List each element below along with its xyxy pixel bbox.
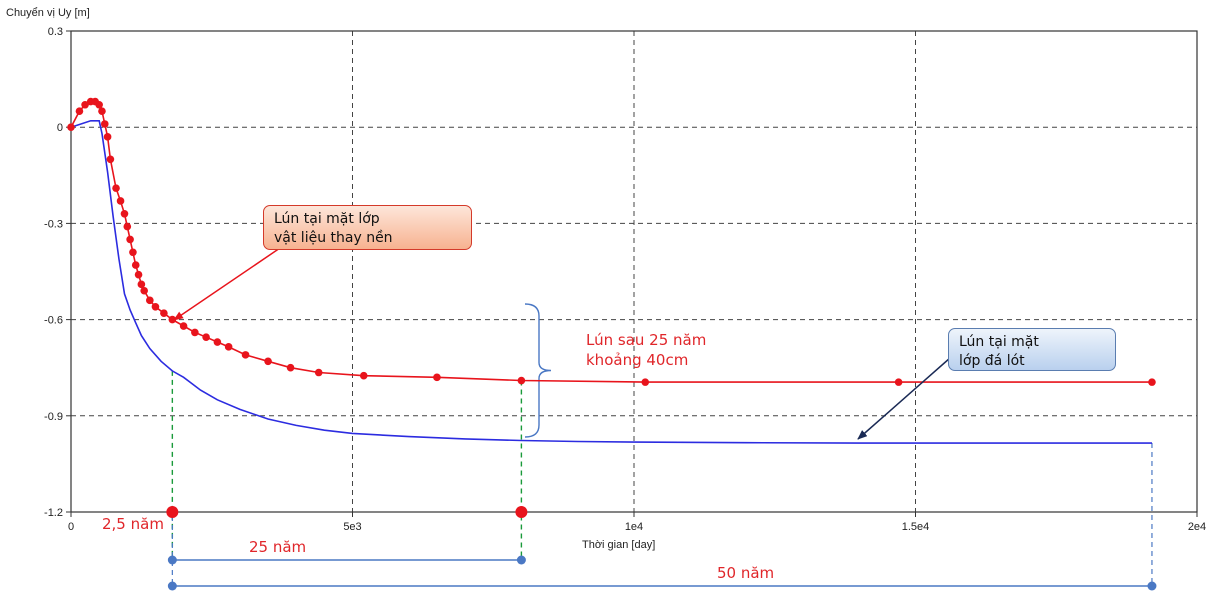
data-point: [98, 107, 106, 115]
data-point: [224, 343, 233, 351]
callout-blue-label: Lún tại mặt lớp đá lót: [948, 328, 1116, 371]
data-point: [126, 235, 134, 244]
data-point: [116, 197, 125, 205]
x-axis-ticks: 0 5e3 1e4 1.5e4 2e4: [68, 512, 1206, 533]
x-axis-label: Thời gian [day]: [582, 539, 655, 551]
data-point: [67, 123, 75, 131]
dimension-endpoint: [1147, 581, 1157, 591]
x-tick-label: 2e4: [1188, 521, 1206, 533]
data-point: [359, 371, 368, 380]
callout-red-label: Lún tại mặt lớp vật liệu thay nền: [263, 205, 472, 250]
y-tick-label: 0: [57, 122, 63, 134]
y-tick-label: 0.3: [48, 26, 63, 38]
data-point: [191, 328, 199, 337]
data-point: [140, 286, 148, 295]
x-tick-label: 0: [68, 521, 74, 533]
data-point: [286, 363, 295, 372]
data-point: [103, 133, 112, 141]
callout-red-arrow: [173, 247, 281, 321]
data-point: [241, 351, 250, 359]
data-point: [1148, 378, 1156, 386]
data-point: [131, 261, 140, 269]
data-point: [202, 333, 210, 342]
axis-marker-2-5-years: [166, 506, 179, 518]
data-point: [75, 107, 84, 115]
data-point: [112, 184, 120, 192]
series-lines: [70, 100, 1152, 444]
y-axis-label: Chuyển vị Uy [m]: [6, 7, 90, 19]
data-point: [137, 280, 146, 289]
y-axis-ticks: 0.3 0 -0.3 -0.6 -0.9 -1.2: [44, 26, 71, 519]
y-tick-label: -0.6: [44, 315, 63, 327]
data-point: [160, 309, 168, 317]
x-tick-label: 5e3: [343, 521, 361, 533]
data-point: [433, 373, 441, 382]
data-point: [264, 357, 272, 366]
y-tick-label: -0.3: [44, 218, 63, 230]
series-line-1: [70, 120, 1152, 444]
data-point: [95, 100, 103, 109]
annotation-arrows: [173, 247, 951, 440]
data-point: [106, 155, 115, 164]
data-point: [123, 222, 132, 231]
settlement-note: Lún sau 25 năm khoảng 40cm: [586, 331, 707, 369]
data-point: [100, 120, 109, 128]
label-2-5-years: 2,5 năm: [102, 515, 164, 533]
label-25-years: 25 năm: [249, 538, 307, 556]
data-point: [146, 296, 154, 305]
data-point: [314, 368, 323, 377]
data-point: [179, 322, 188, 330]
axis-marker-25-years: [515, 506, 528, 518]
dimension-endpoint: [516, 555, 526, 565]
data-point: [151, 302, 160, 311]
data-point: [120, 209, 129, 218]
dimension-endpoint: [167, 581, 177, 591]
data-point: [134, 270, 143, 279]
settlement-brace: [524, 303, 552, 438]
y-tick-label: -0.9: [44, 411, 63, 423]
data-point: [213, 338, 222, 346]
grid-lines: [71, 31, 1197, 512]
year-guide-lines: [166, 303, 1157, 591]
y-tick-label: -1.2: [44, 507, 63, 519]
label-50-years: 50 năm: [717, 564, 775, 582]
x-tick-label: 1.5e4: [902, 521, 930, 533]
data-point: [129, 248, 137, 257]
data-point: [81, 100, 89, 109]
callout-blue-arrow: [857, 357, 951, 440]
data-point: [641, 378, 650, 386]
series-markers: [67, 97, 1156, 386]
data-point: [894, 378, 903, 386]
dimension-endpoint: [167, 555, 177, 565]
data-point: [517, 376, 526, 385]
x-tick-label: 1e4: [625, 521, 643, 533]
